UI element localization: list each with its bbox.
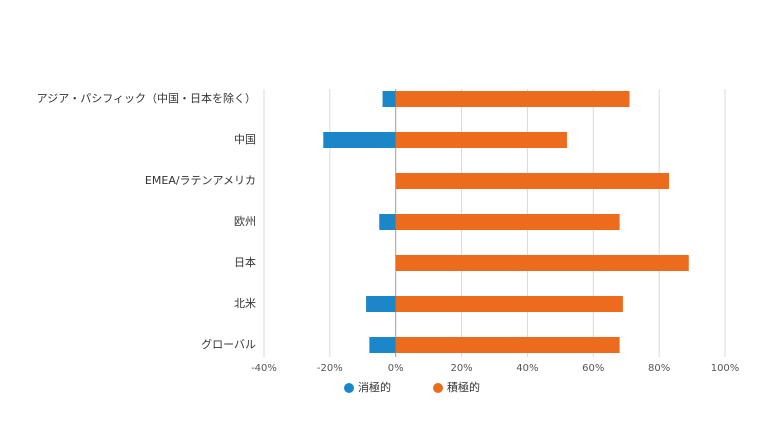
positive-bar bbox=[395, 132, 567, 148]
negative-bar bbox=[366, 296, 396, 312]
x-tick-label: 80% bbox=[648, 363, 670, 374]
x-tick-label: 0% bbox=[388, 363, 404, 374]
category-label: 日本 bbox=[234, 255, 256, 269]
category-label: アジア・パシフィック（中国・日本を除く） bbox=[37, 91, 256, 105]
category-label: 欧州 bbox=[234, 215, 256, 228]
category-label-layer: アジア・パシフィック（中国・日本を除く） 中国 EMEA/ラテンアメリカ欧州日本北米… bbox=[37, 91, 256, 351]
positive-bar bbox=[395, 337, 620, 353]
category-label: EMEA/ラテンアメリカ bbox=[145, 174, 256, 187]
category-label: 北米 bbox=[234, 297, 256, 310]
positive-bar bbox=[395, 296, 623, 312]
legend-label[interactable]: 消極的 bbox=[358, 380, 391, 394]
legend-marker[interactable] bbox=[433, 383, 443, 393]
x-tick-label: 100% bbox=[711, 363, 740, 374]
legend-label[interactable]: 積極的 bbox=[447, 380, 480, 394]
category-label: グローバル bbox=[201, 337, 256, 351]
x-tick-label: 40% bbox=[516, 363, 538, 374]
positive-bar bbox=[395, 173, 670, 189]
legend[interactable]: 消極的 積極的 bbox=[344, 380, 480, 394]
positive-bar bbox=[395, 91, 630, 107]
x-tick-label: -40% bbox=[251, 363, 277, 374]
bar-layer bbox=[323, 91, 689, 353]
x-tick-label: -20% bbox=[317, 363, 343, 374]
negative-bar bbox=[323, 132, 396, 148]
negative-bar bbox=[382, 91, 396, 107]
positive-bar bbox=[395, 255, 689, 271]
legend-marker[interactable] bbox=[344, 383, 354, 393]
x-tick-label: 20% bbox=[450, 363, 472, 374]
positive-bar bbox=[395, 214, 620, 230]
category-label: 中国 bbox=[234, 133, 256, 146]
negative-bar bbox=[379, 214, 396, 230]
x-tick-label: 60% bbox=[582, 363, 604, 374]
x-tick-label-layer: -40% -20% 0% 20% 40% 60% 80% 100% bbox=[251, 363, 739, 374]
negative-bar bbox=[369, 337, 396, 353]
